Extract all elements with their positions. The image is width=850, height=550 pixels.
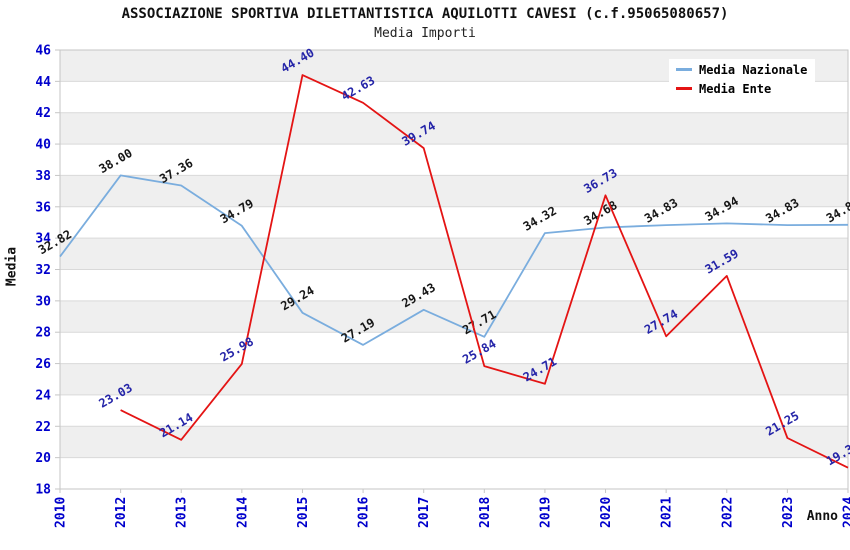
y-tick-label: 38 [35,169,51,184]
media-nazionale-line-swatch-icon [676,68,692,71]
legend-item-media-nazionale: Media Nazionale [669,61,815,79]
plot-band [60,300,848,333]
data-label: 38.00 [96,146,134,176]
y-tick-label: 32 [35,263,51,278]
y-tick-label: 46 [35,44,51,59]
data-label: 34.32 [521,204,559,234]
plot-band [60,363,848,395]
legend-label: Media Nazionale [699,62,808,77]
y-tick-label: 44 [35,75,51,90]
x-tick-label: 2013 [175,497,190,528]
x-tick-label: 2024 [842,497,850,528]
x-tick-label: 2020 [599,497,614,528]
legend-label: Media Ente [699,81,772,96]
y-tick-label: 18 [35,483,51,498]
chart-subtitle: Media Importi [374,26,476,41]
plot-band [60,112,848,145]
chart-title: ASSOCIAZIONE SPORTIVA DILETTANTISTICA AQ… [121,6,729,22]
x-tick-label: 2019 [538,497,553,528]
x-tick-label: 2018 [478,497,493,528]
y-tick-label: 26 [35,357,51,372]
x-tick-label: 2010 [54,497,69,528]
x-tick-label: 2012 [114,497,129,528]
y-tick-label: 24 [35,388,51,403]
y-tick-label: 42 [35,106,51,121]
y-tick-label: 28 [35,326,51,341]
x-tick-label: 2021 [660,497,675,528]
y-tick-label: 30 [35,294,51,309]
x-tick-label: 2022 [720,497,735,528]
x-tick-label: 2016 [357,497,372,528]
x-tick-label: 2015 [296,497,311,528]
legend: Media Nazionale Media Ente [669,59,815,99]
x-tick-label: 2023 [781,497,796,528]
y-tick-label: 36 [35,200,51,215]
plot-band [60,426,848,458]
x-axis-title: Anno [806,509,838,524]
y-tick-label: 34 [35,232,51,247]
y-tick-label: 22 [35,420,51,435]
series-line-media-ente [120,74,849,469]
data-label: 25.84 [460,337,498,367]
x-tick-label: 2017 [417,497,432,528]
data-label: 25.98 [218,334,256,364]
y-tick-label: 20 [35,451,51,466]
legend-item-media-ente: Media Ente [669,80,815,98]
y-axis-title: Media [4,246,20,287]
series-line-media-nazionale [59,174,849,346]
y-tick-label: 40 [35,138,51,153]
plot-band [60,175,848,207]
media-ente-line-swatch-icon [676,87,692,90]
x-tick-label: 2014 [235,497,250,528]
